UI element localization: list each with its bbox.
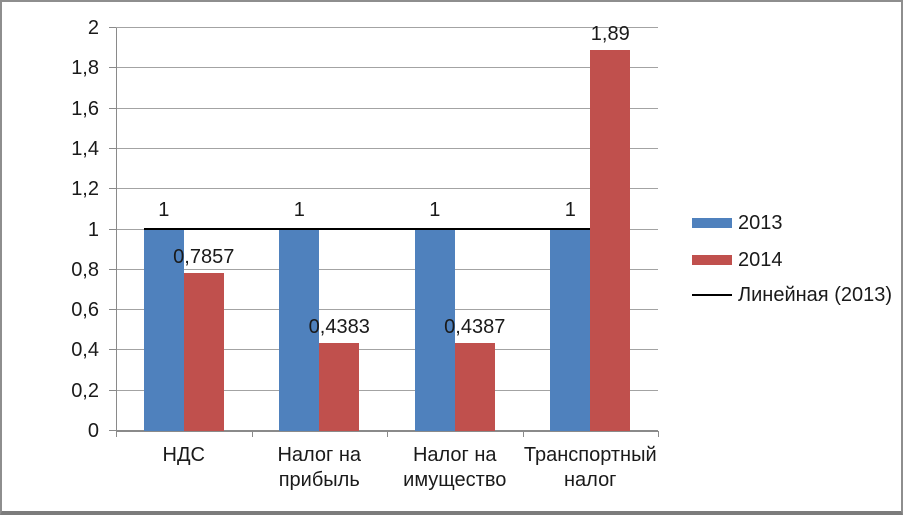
data-label-2013-2: 1	[429, 199, 441, 221]
y-gridline	[116, 107, 658, 109]
bar-2014-3	[590, 50, 631, 431]
y-axis-label: 1	[87, 218, 99, 241]
legend-label: 2013	[738, 212, 783, 234]
y-axis-tick	[109, 309, 116, 311]
data-label-2014-1: 0,4383	[308, 315, 370, 338]
y-axis-label: 0,8	[71, 258, 99, 281]
y-axis-label: 1,2	[71, 178, 99, 201]
legend-line-swatch	[692, 294, 732, 296]
trendline-2013	[143, 228, 591, 230]
y-gridline	[116, 309, 658, 311]
y-gridline	[116, 147, 658, 149]
y-axis-label: 0,2	[71, 379, 99, 402]
y-gridline	[116, 67, 658, 69]
x-axis-tick	[387, 431, 388, 437]
data-label-2014-0: 0,7857	[173, 245, 235, 268]
bar-2014-0	[183, 272, 224, 431]
y-axis-tick	[109, 147, 116, 149]
y-axis-tick	[109, 107, 116, 109]
y-gridline	[116, 389, 658, 391]
legend-item-1: 2013	[692, 211, 783, 235]
y-axis-label: 0,6	[71, 299, 99, 322]
y-axis-line	[116, 28, 117, 431]
x-axis-category-label: Транспортный налог	[523, 444, 657, 491]
legend-item-2: 2014	[692, 248, 783, 272]
bar-2013-1	[279, 229, 320, 431]
y-axis-label: 2	[87, 17, 99, 39]
y-axis-tick	[109, 228, 116, 230]
y-axis-label: 1,6	[71, 97, 99, 120]
y-gridline	[116, 27, 658, 28]
bar-2014-1	[319, 342, 360, 431]
data-label-2013-0: 1	[158, 199, 170, 221]
y-axis-tick	[109, 67, 116, 69]
bar-2013-2	[414, 229, 455, 431]
y-gridline	[116, 188, 658, 190]
data-label-2013-3: 1	[564, 199, 576, 221]
legend-label: 2014	[738, 249, 783, 271]
y-axis-label: 1,8	[71, 57, 99, 80]
bar-2014-2	[454, 342, 495, 431]
y-axis-tick	[109, 188, 116, 190]
x-axis-tick	[116, 431, 117, 437]
legend-color-swatch	[692, 218, 732, 228]
bar-2013-3	[550, 229, 591, 431]
x-axis-tick	[522, 431, 524, 437]
x-axis-tick	[658, 431, 659, 437]
y-gridline	[116, 268, 658, 270]
x-axis-tick	[251, 431, 253, 437]
y-axis-tick	[109, 27, 116, 28]
y-axis-tick	[109, 349, 116, 351]
y-axis-tick	[109, 430, 116, 431]
y-axis-label: 0	[87, 420, 99, 442]
x-axis-category-label: Налог на имущество	[403, 444, 507, 491]
data-label-2013-1: 1	[293, 199, 305, 221]
y-axis-tick	[109, 268, 116, 270]
legend-item-3: Линейная (2013)	[692, 283, 892, 307]
y-gridline	[116, 349, 658, 351]
x-axis-category-label: НДС	[162, 444, 205, 466]
y-axis-tick	[109, 389, 116, 391]
data-label-2014-3: 1,89	[590, 23, 630, 46]
y-axis-label: 0,4	[71, 339, 99, 362]
data-label-2014-2: 0,4387	[444, 315, 506, 338]
legend-color-swatch	[692, 255, 732, 265]
bar-2013-0	[143, 229, 184, 431]
legend-label: Линейная (2013)	[738, 284, 893, 306]
y-axis-label: 1,4	[71, 137, 99, 160]
x-axis-category-label: Налог на прибыль	[277, 444, 362, 491]
